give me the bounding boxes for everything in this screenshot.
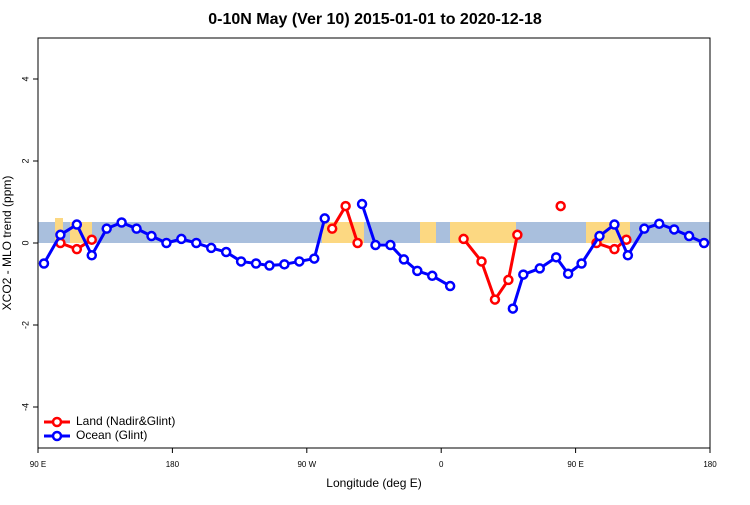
data-point — [698, 237, 710, 249]
data-point — [370, 239, 381, 251]
data-point — [476, 256, 487, 267]
legend-marker — [51, 416, 63, 428]
data-point — [176, 233, 187, 245]
data-point — [398, 254, 410, 265]
data-point — [609, 243, 620, 255]
data-point — [512, 229, 523, 241]
data-point — [309, 253, 320, 264]
data-point — [609, 219, 620, 230]
data-point — [668, 224, 680, 235]
data-point — [38, 258, 50, 269]
data-point — [86, 234, 98, 245]
data-point — [191, 237, 202, 249]
data-point — [489, 294, 501, 305]
data-point — [562, 268, 574, 279]
chart-title: 0-10N May (Ver 10) 2015-01-01 to 2020-12… — [208, 11, 542, 28]
data-point — [518, 269, 529, 280]
data-point — [594, 230, 605, 242]
data-point — [250, 258, 262, 269]
data-point — [550, 252, 562, 263]
data-point — [279, 259, 290, 270]
legend-label: Ocean (Glint) — [76, 428, 147, 442]
series-line — [462, 234, 519, 302]
x-tick-label: 0 — [439, 460, 444, 469]
data-point — [235, 256, 247, 267]
data-point — [534, 263, 546, 274]
data-point — [576, 258, 587, 269]
data-point — [639, 223, 650, 234]
data-point — [131, 223, 142, 234]
data-point — [55, 229, 66, 241]
data-point — [264, 260, 275, 271]
data-point — [116, 217, 127, 228]
data-point — [426, 270, 438, 282]
y-tick-label: -4 — [20, 403, 30, 411]
data-point — [71, 219, 83, 230]
data-point — [101, 223, 112, 234]
data-point — [319, 213, 330, 224]
data-point — [507, 303, 519, 314]
data-point — [220, 246, 232, 258]
data-point — [146, 230, 157, 242]
y-tick-label: -2 — [20, 321, 30, 329]
data-point — [622, 250, 634, 261]
y-tick-label: 0 — [20, 240, 30, 245]
ocean-band — [38, 222, 710, 243]
data-point — [205, 242, 217, 254]
y-axis-label: XCO2 - MLO trend (ppm) — [0, 176, 14, 311]
data-point — [653, 218, 665, 229]
data-point — [294, 256, 305, 267]
data-point — [326, 223, 338, 234]
x-axis-label: Longitude (deg E) — [326, 476, 421, 490]
legend-marker — [51, 430, 63, 442]
x-tick-label: 90 W — [297, 460, 316, 469]
land-patch — [420, 222, 436, 243]
y-tick-label: 2 — [20, 158, 30, 163]
x-tick-label: 90 E — [30, 460, 46, 469]
data-point — [71, 243, 83, 255]
x-tick-label: 90 E — [567, 460, 583, 469]
data-point — [555, 200, 566, 212]
data-point — [683, 230, 695, 242]
data-point — [385, 239, 396, 251]
data-point — [503, 274, 514, 286]
data-point — [86, 250, 98, 261]
legend-label: Land (Nadir&Glint) — [76, 414, 175, 428]
x-tick-label: 180 — [703, 460, 717, 469]
y-tick-label: 4 — [20, 76, 30, 81]
data-point — [444, 280, 456, 292]
data-point — [458, 233, 469, 245]
data-point — [340, 200, 351, 212]
data-point — [352, 237, 363, 249]
data-point — [161, 237, 172, 249]
data-point — [356, 198, 368, 210]
x-tick-label: 180 — [166, 460, 180, 469]
data-point — [412, 265, 423, 277]
